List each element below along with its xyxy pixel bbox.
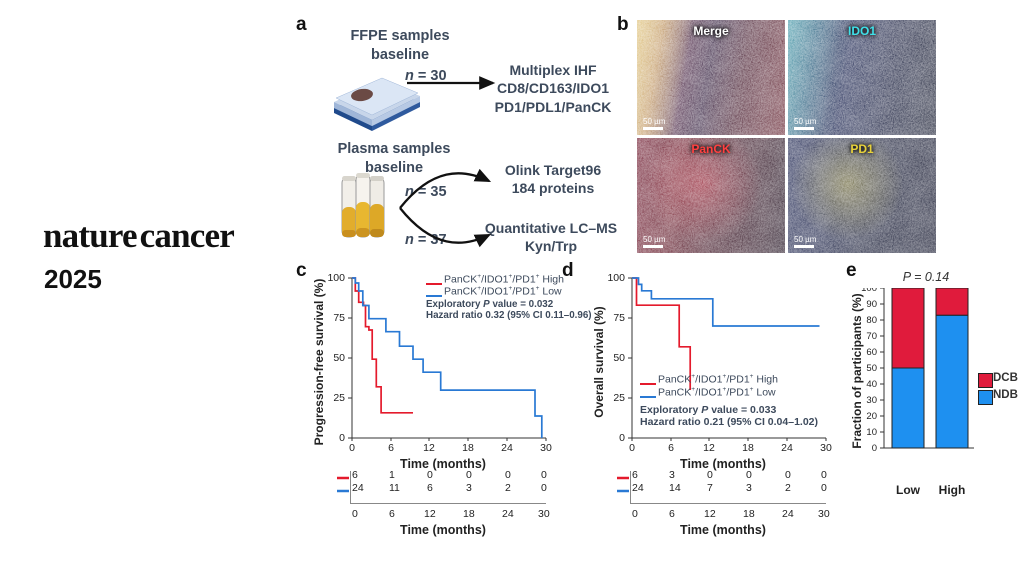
svg-text:50: 50 (333, 352, 345, 364)
svg-text:0: 0 (629, 442, 635, 452)
svg-text:80: 80 (866, 315, 877, 326)
svg-text:6: 6 (388, 442, 394, 452)
svg-text:75: 75 (613, 312, 625, 324)
svg-text:0: 0 (619, 432, 625, 444)
svg-text:30: 30 (820, 442, 832, 452)
svg-text:50: 50 (613, 352, 625, 364)
svg-text:100: 100 (607, 272, 625, 284)
svg-text:24: 24 (781, 442, 793, 452)
svg-text:6: 6 (668, 442, 674, 452)
svg-text:70: 70 (866, 331, 877, 342)
svg-text:25: 25 (333, 392, 345, 404)
svg-text:20: 20 (866, 411, 877, 422)
svg-text:12: 12 (423, 442, 435, 452)
svg-text:18: 18 (742, 442, 754, 452)
svg-text:25: 25 (613, 392, 625, 404)
svg-text:30: 30 (540, 442, 552, 452)
svg-text:100: 100 (327, 272, 345, 284)
svg-text:0: 0 (872, 443, 877, 454)
svg-text:12: 12 (703, 442, 715, 452)
svg-text:30: 30 (866, 395, 877, 406)
svg-text:60: 60 (866, 347, 877, 358)
svg-text:75: 75 (333, 312, 345, 324)
svg-text:90: 90 (866, 299, 877, 310)
svg-text:0: 0 (349, 442, 355, 452)
svg-text:18: 18 (462, 442, 474, 452)
svg-text:10: 10 (866, 427, 877, 438)
svg-text:50: 50 (866, 363, 877, 374)
svg-text:0: 0 (339, 432, 345, 444)
svg-text:24: 24 (501, 442, 513, 452)
svg-text:40: 40 (866, 379, 877, 390)
